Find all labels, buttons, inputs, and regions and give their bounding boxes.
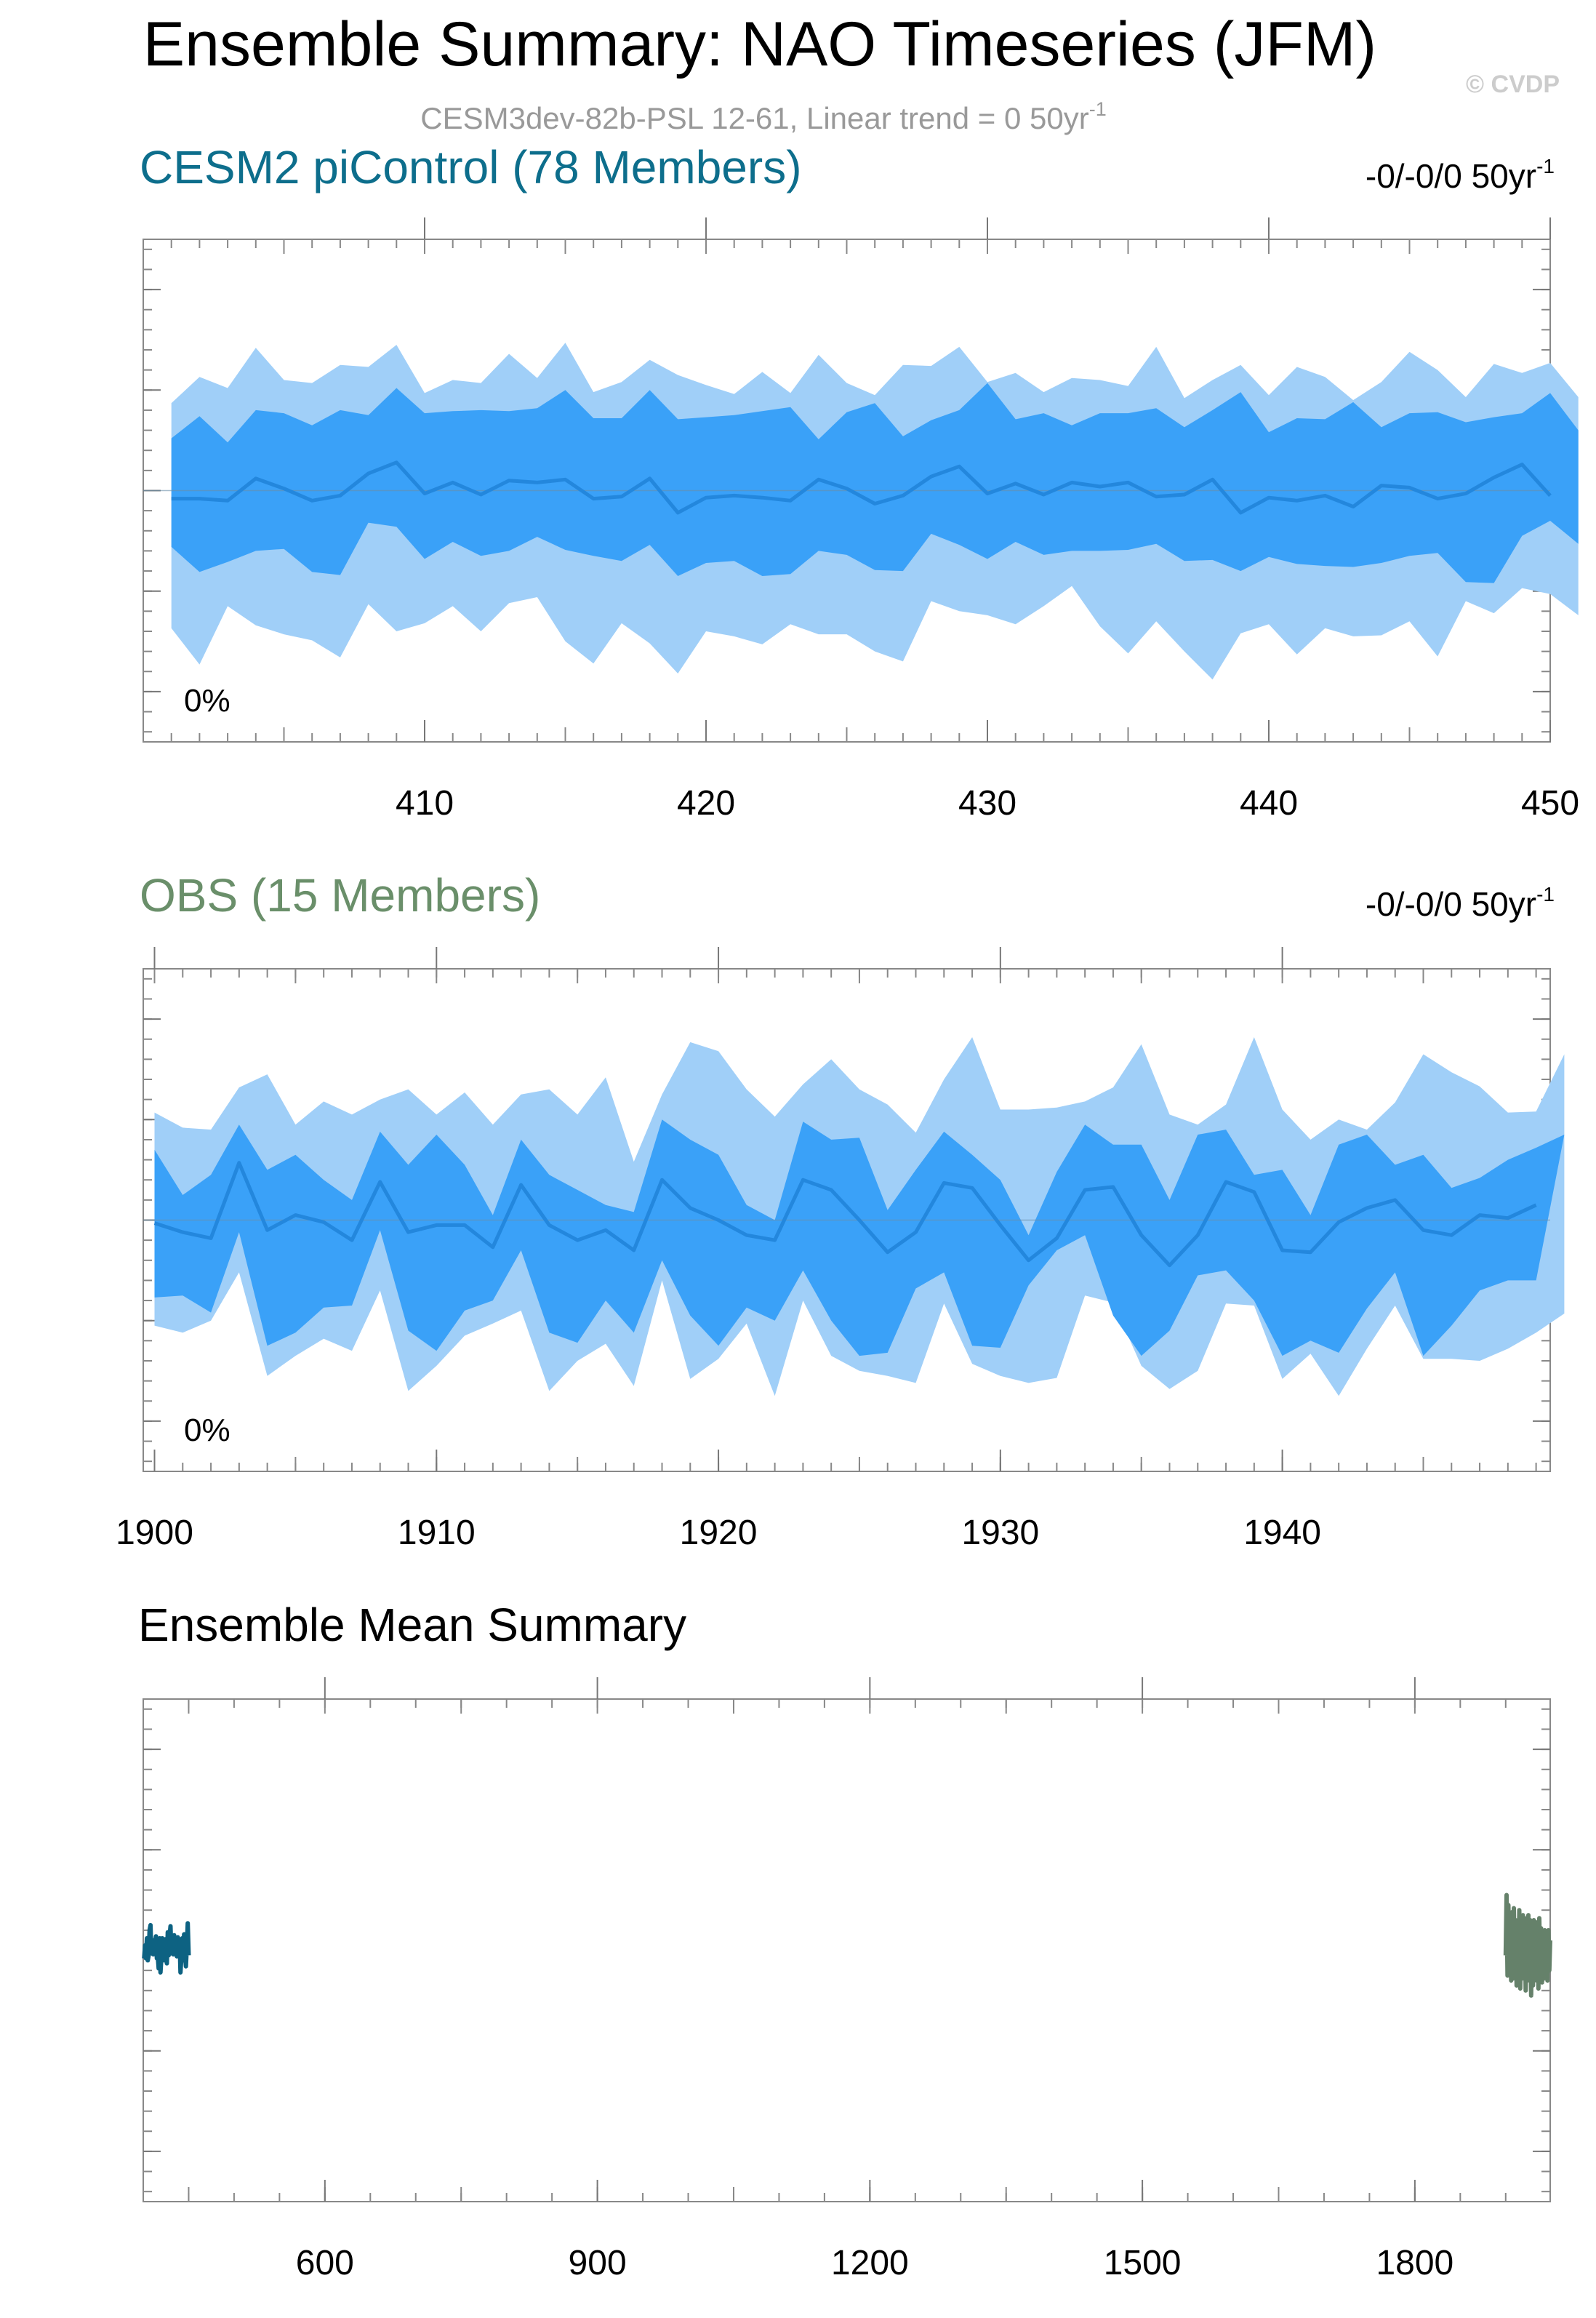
cesm2-x-tick-label: 420 bbox=[677, 784, 735, 823]
panel-cesm2-trend-exponent: -1 bbox=[1536, 155, 1555, 177]
cesm2-x-tick-label: 410 bbox=[396, 784, 454, 823]
cesm2-x-tick-label: 440 bbox=[1240, 784, 1298, 823]
copyright-label: © CVDP bbox=[1466, 71, 1560, 98]
cesm2-x-tick-label: 430 bbox=[958, 784, 1016, 823]
obs-x-tick-label: 1920 bbox=[680, 1514, 758, 1552]
panel-obs-percent: 0% bbox=[184, 1412, 230, 1448]
summary-x-tick-label: 600 bbox=[296, 2244, 354, 2282]
panel-obs-title: OBS (15 Members) bbox=[140, 869, 540, 922]
panel-obs-plot: 1900 1910 1920 1930 1940 bbox=[116, 947, 1565, 1552]
summary-x-tick-label: 1200 bbox=[831, 2244, 909, 2282]
panel-cesm2-percent: 0% bbox=[184, 683, 230, 719]
panel-cesm2-title: CESM2 piControl (78 Members) bbox=[140, 141, 802, 193]
panel-summary-plot: 600 900 1200 1500 1800 bbox=[142, 1677, 1552, 2282]
subtitle-text: CESM3dev-82b-PSL 12-61, Linear trend = 0… bbox=[420, 101, 1088, 135]
obs-x-tick-label: 1940 bbox=[1243, 1514, 1321, 1552]
summary-x-tick-label: 1800 bbox=[1376, 2244, 1453, 2282]
panel-obs-trend-text: -0/-0/0 50yr bbox=[1366, 885, 1536, 923]
obs-x-tick-label: 1930 bbox=[961, 1514, 1039, 1552]
summary-series-cesm2 bbox=[142, 1921, 191, 1975]
panel-summary-title: Ensemble Mean Summary bbox=[138, 1599, 686, 1651]
panel-summary: Ensemble Mean Summary 600 900 1200 1500 1800 bbox=[138, 1599, 1552, 2282]
figure-title: Ensemble Summary: NAO Timeseries (JFM) bbox=[143, 9, 1376, 79]
obs-mean-line bbox=[153, 1161, 1537, 1268]
panel-cesm2-trend-text: -0/-0/0 50yr bbox=[1366, 157, 1536, 195]
panel-cesm2-trend: -0/-0/0 50yr-1 bbox=[1366, 155, 1555, 195]
summary-x-tick-label: 900 bbox=[569, 2244, 627, 2282]
obs-inner-band bbox=[154, 1119, 1565, 1356]
panel-cesm2: CESM2 piControl (78 Members) -0/-0/0 50y… bbox=[140, 141, 1579, 823]
summary-x-tick-label: 1500 bbox=[1104, 2244, 1182, 2282]
panel-obs: OBS (15 Members) -0/-0/0 50yr-1 1900 1910… bbox=[116, 869, 1565, 1552]
cesm2-mean-line bbox=[171, 460, 1552, 515]
panel-cesm2-plot: 410 420 430 440 450 bbox=[143, 217, 1579, 823]
subtitle-exponent: -1 bbox=[1089, 98, 1107, 120]
cesm2-x-tick-label: 450 bbox=[1521, 784, 1579, 823]
figure-subtitle: CESM3dev-82b-PSL 12-61, Linear trend = 0… bbox=[420, 98, 1106, 135]
obs-x-tick-label: 1910 bbox=[398, 1514, 476, 1552]
summary-frame bbox=[143, 1698, 1551, 2202]
cesm2-inner-band bbox=[171, 383, 1579, 583]
panel-obs-trend: -0/-0/0 50yr-1 bbox=[1366, 883, 1555, 923]
panel-obs-trend-exponent: -1 bbox=[1536, 883, 1555, 906]
summary-series-obs bbox=[1503, 1893, 1552, 1998]
obs-x-tick-label: 1900 bbox=[116, 1514, 193, 1552]
